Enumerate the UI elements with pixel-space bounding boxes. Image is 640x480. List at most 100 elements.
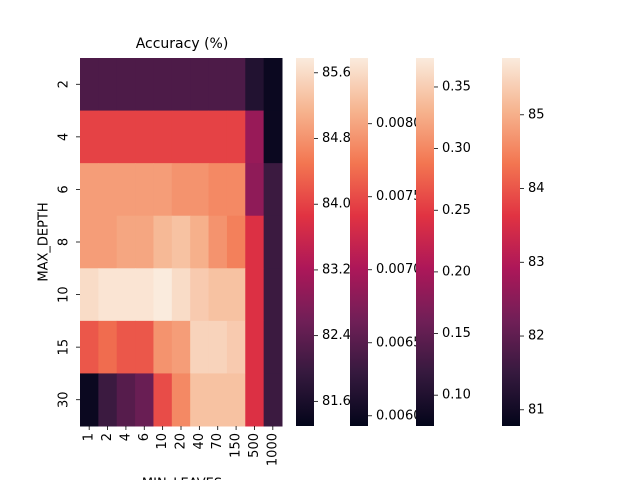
x-tick-label: 70: [210, 433, 225, 450]
heatmap-cell: [245, 320, 265, 374]
heatmap-cell: [116, 58, 136, 112]
heatmap-cell: [263, 320, 283, 374]
heatmap-cell: [135, 268, 154, 322]
y-tick-label: 8: [57, 238, 72, 246]
colorbar-tick-label: 0.0060: [376, 408, 422, 423]
colorbar-tick-label: 82.4: [322, 328, 351, 343]
heatmap-cell: [208, 163, 228, 217]
heatmap-cell: [135, 373, 154, 427]
heatmap-cell: [98, 268, 118, 322]
colorbar-tick-label: 83: [528, 255, 545, 270]
heatmap-cell: [190, 373, 210, 427]
heatmap-cell: [171, 373, 191, 427]
heatmap-cell: [116, 268, 136, 322]
heatmap-cell: [263, 373, 283, 427]
colorbar-tick-label: 83.2: [322, 262, 351, 277]
heatmap-cell: [226, 215, 246, 269]
colorbar-tick-label: 85.6: [322, 65, 351, 80]
heatmap-cell: [208, 320, 228, 374]
heatmap-cell: [171, 163, 191, 217]
chart-title: Accuracy (%): [136, 36, 229, 52]
x-tick-label: 40: [192, 433, 207, 450]
heatmap-cell: [245, 58, 265, 112]
heatmap-cell: [80, 215, 99, 269]
heatmap-cell: [98, 373, 118, 427]
heatmap-cell: [226, 110, 246, 164]
heatmap-cell: [116, 163, 136, 217]
colorbar-tick-label: 84.0: [322, 197, 351, 212]
heatmap-cell: [116, 373, 136, 427]
y-tick-label: 6: [57, 185, 72, 193]
colorbar-tick-label: 0.0080: [376, 116, 422, 131]
y-tick-label: 4: [57, 133, 72, 141]
y-tick-label: 2: [57, 80, 72, 88]
heatmap-cell: [116, 215, 136, 269]
heatmap-cell: [226, 163, 246, 217]
heatmap-cell: [171, 110, 191, 164]
heatmap-cell: [263, 110, 283, 164]
x-tick-label: 2: [100, 433, 115, 441]
heatmap-cell: [98, 215, 118, 269]
heatmap-cell: [171, 268, 191, 322]
heatmap-cell: [208, 373, 228, 427]
heatmap-cell: [98, 320, 118, 374]
colorbar-tick-label: 85: [528, 107, 545, 122]
heatmap-cell: [80, 320, 99, 374]
heatmap-cell: [190, 268, 210, 322]
heatmap-cell: [245, 215, 265, 269]
y-tick-label: 10: [57, 286, 72, 303]
colorbar-tick-label: 81: [528, 402, 545, 417]
heatmap-cell: [263, 163, 283, 217]
heatmap-cell: [153, 215, 173, 269]
heatmap-cell: [245, 268, 265, 322]
heatmap-cell: [263, 268, 283, 322]
colorbar-tick-label: 82: [528, 329, 545, 344]
colorbar-tick-label: 0.30: [442, 141, 471, 156]
heatmap-cell: [153, 110, 173, 164]
heatmap-cell: [153, 163, 173, 217]
colorbar: [416, 58, 434, 426]
heatmap-cell: [226, 373, 246, 427]
heatmap-cell: [135, 215, 154, 269]
heatmap-cell: [245, 373, 265, 427]
y-tick-label: 30: [57, 391, 72, 408]
x-tick-label: 10: [155, 433, 170, 450]
heatmap-cell: [135, 163, 154, 217]
colorbar-tick-label: 81.6: [322, 394, 351, 409]
colorbar-tick-label: 0.10: [442, 388, 471, 403]
colorbar-tick-label: 0.35: [442, 79, 471, 94]
heatmap-cell: [171, 58, 191, 112]
heatmap-cell: [208, 268, 228, 322]
colorbar-tick-label: 0.25: [442, 203, 471, 218]
heatmap-cell: [116, 320, 136, 374]
heatmap-cell: [226, 320, 246, 374]
heatmap-cell: [245, 110, 265, 164]
heatmap-cell: [190, 215, 210, 269]
heatmap-cell: [153, 268, 173, 322]
heatmap-cell: [208, 58, 228, 112]
x-tick-label: 4: [118, 433, 133, 441]
heatmap-cell: [190, 58, 210, 112]
heatmap-cell: [80, 268, 99, 322]
heatmap-cell: [245, 163, 265, 217]
colorbar-tick-label: 0.0065: [376, 335, 422, 350]
heatmap-cell: [135, 58, 154, 112]
heatmap-cell: [80, 58, 99, 112]
heatmap-cell: [190, 320, 210, 374]
heatmap-cell: [226, 268, 246, 322]
heatmap-cell: [153, 320, 173, 374]
y-axis-label: MAX_DEPTH: [37, 202, 52, 281]
heatmap-cell: [116, 110, 136, 164]
colorbar: [350, 58, 368, 426]
heatmap-cell: [190, 163, 210, 217]
colorbar-tick-label: 0.15: [442, 326, 471, 341]
x-tick-label: 6: [137, 433, 152, 441]
heatmap-cell: [98, 163, 118, 217]
x-tick-label: 1000: [265, 433, 280, 466]
x-tick-label: 20: [174, 433, 189, 450]
colorbar-tick-label: 0.0070: [376, 262, 422, 277]
colorbar-tick-label: 0.20: [442, 264, 471, 279]
heatmap-cell: [80, 110, 99, 164]
colorbar: [502, 58, 520, 426]
